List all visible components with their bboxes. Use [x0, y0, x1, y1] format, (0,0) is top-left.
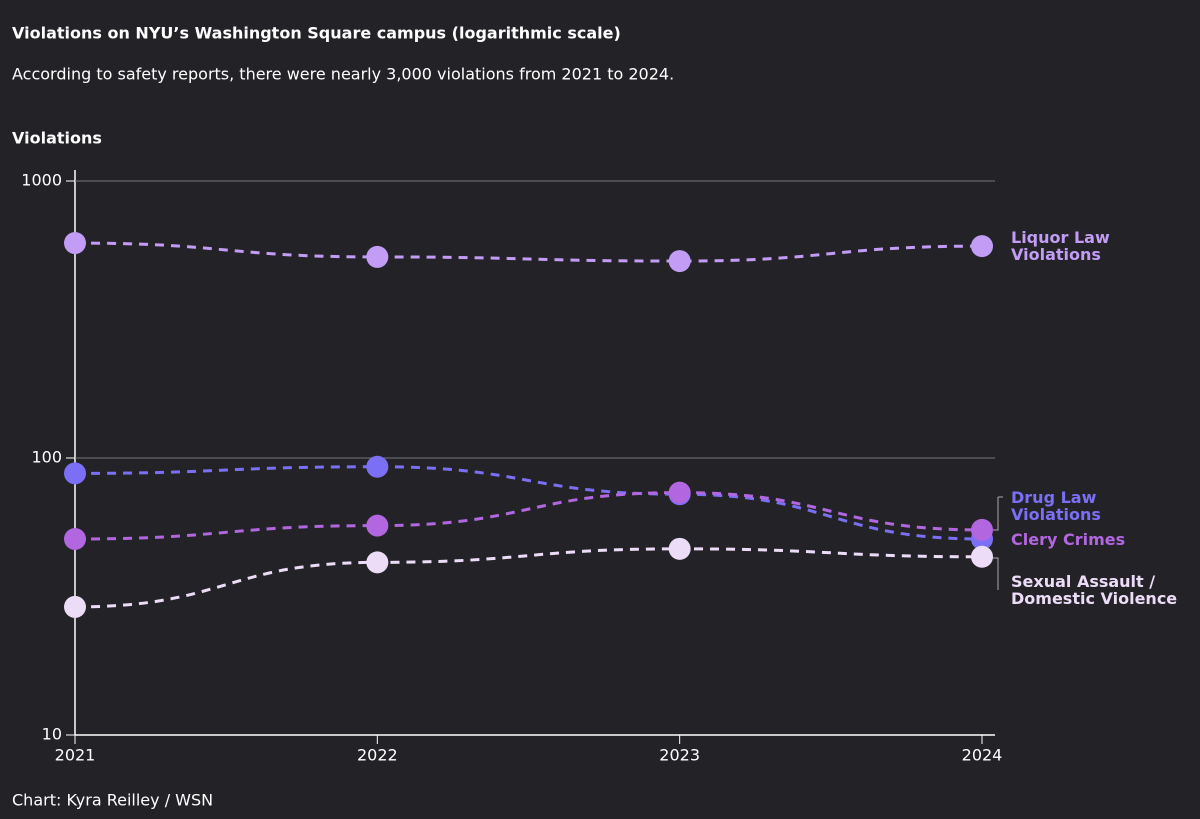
series-label: Clery Crimes [1011, 530, 1126, 549]
point [668, 537, 691, 560]
x-tick-label: 2022 [357, 746, 398, 765]
series-label: Sexual Assault / Domestic Violence [1011, 572, 1178, 608]
point [971, 518, 993, 541]
point [668, 250, 691, 273]
point [64, 462, 86, 485]
y-axis-label: Violations [12, 129, 102, 148]
series-line [74, 241, 983, 263]
bracket [990, 557, 999, 590]
point [366, 245, 389, 268]
point [366, 551, 389, 574]
y-tick-label: 1000 [21, 171, 62, 190]
y-tick-label: 100 [31, 448, 62, 467]
x-tick-label: 2021 [55, 746, 96, 765]
series-line [74, 547, 983, 609]
x-tick-label: 2023 [659, 746, 700, 765]
point [64, 528, 86, 551]
point [64, 232, 86, 255]
point [971, 545, 993, 568]
point [366, 455, 389, 478]
source: Chart: Kyra Reilley / WSN [12, 791, 213, 810]
series-label: Drug Law Violations [1011, 488, 1101, 524]
series-line [74, 491, 983, 541]
series-line [74, 465, 983, 541]
x-tick-label: 2024 [962, 746, 1003, 765]
point [971, 235, 993, 258]
chart-subtitle: According to safety reports, there were … [12, 65, 674, 84]
point [64, 595, 86, 618]
y-tick-label: 10 [42, 725, 62, 744]
chart-title: Violations on NYU’s Washington Square ca… [12, 24, 621, 43]
bracket [990, 496, 1003, 531]
series-label: Liquor Law Violations [1011, 228, 1110, 264]
point [668, 481, 691, 504]
point [366, 514, 389, 537]
